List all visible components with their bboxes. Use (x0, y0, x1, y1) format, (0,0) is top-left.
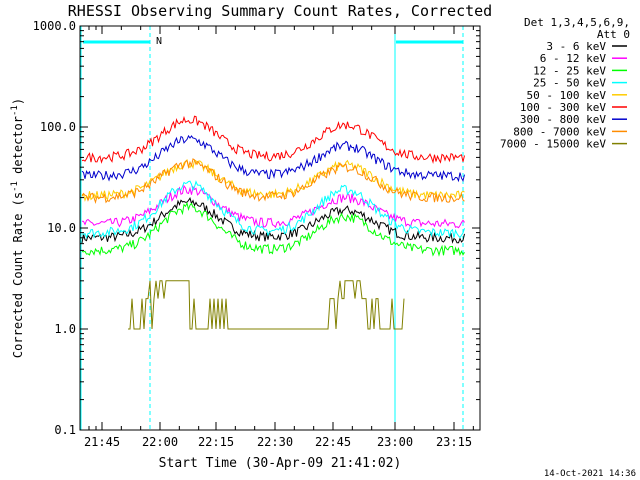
series-line-2 (81, 184, 465, 229)
x-tick-label: 23:15 (436, 435, 472, 449)
x-tick-label: 21:45 (84, 435, 120, 449)
y-tick-label: 10.0 (47, 221, 76, 235)
series-line-1 (81, 197, 465, 244)
y-axis-label-part1: Corrected Count Rate (s (11, 192, 25, 358)
x-tick-label: 23:00 (377, 435, 413, 449)
y-axis-label-sup2: -1 (10, 105, 20, 116)
chart-title: RHESSI Observing Summary Count Rates, Co… (68, 2, 492, 20)
series-line-8 (81, 158, 465, 204)
x-tick-label: 22:15 (198, 435, 234, 449)
series-line-4 (81, 180, 465, 239)
legend-label-9: 7000 - 15000 keV (500, 138, 606, 151)
legend-label-8: 800 - 7000 keV (513, 125, 606, 138)
legend-label-2: 6 - 12 keV (540, 52, 607, 65)
series-line-7 (81, 134, 465, 183)
x-tick-label: 22:00 (142, 435, 178, 449)
y-axis-label: Corrected Count Rate (s-1 detector-1) (10, 98, 25, 358)
x-tick-label: 22:30 (257, 435, 293, 449)
y-tick-label: 1.0 (54, 322, 76, 336)
y-tick-label: 1000.0 (33, 19, 76, 33)
series-line-9 (128, 280, 405, 330)
legend-label-5: 50 - 100 keV (527, 89, 607, 102)
y-axis-label-part2: detector (11, 116, 25, 181)
data-layer: N (80, 26, 465, 430)
legend-label-3: 12 - 25 keV (533, 64, 606, 77)
series-line-3 (81, 201, 465, 257)
annotation-n: N (156, 36, 162, 47)
legend-label-6: 100 - 300 keV (520, 101, 606, 114)
legend-header-line1: Det 1,3,4,5,6,9, (524, 16, 630, 29)
y-axis-label-sup1: -1 (10, 181, 20, 192)
x-tick-label: 22:45 (315, 435, 351, 449)
y-tick-label: 100.0 (40, 120, 76, 134)
y-tick-label: 0.1 (54, 423, 76, 437)
axes-layer: 0.1 1.0 10.0 100.0 1000.0 21:45 22:00 22:15 22:3… (33, 19, 481, 449)
y-axis-label-part3: ) (11, 98, 25, 105)
series-line-6 (81, 115, 465, 165)
legend-label-4: 25 - 50 keV (533, 77, 606, 90)
legend-header-line2: Att 0 (597, 28, 630, 41)
series-line-5 (81, 159, 465, 202)
legend-label-7: 300 - 800 keV (520, 113, 606, 126)
x-axis-label: Start Time (30-Apr-09 21:41:02) (159, 456, 402, 471)
legend-label-1: 3 - 6 keV (546, 40, 606, 53)
timestamp: 14-Oct-2021 14:36 (544, 469, 636, 479)
